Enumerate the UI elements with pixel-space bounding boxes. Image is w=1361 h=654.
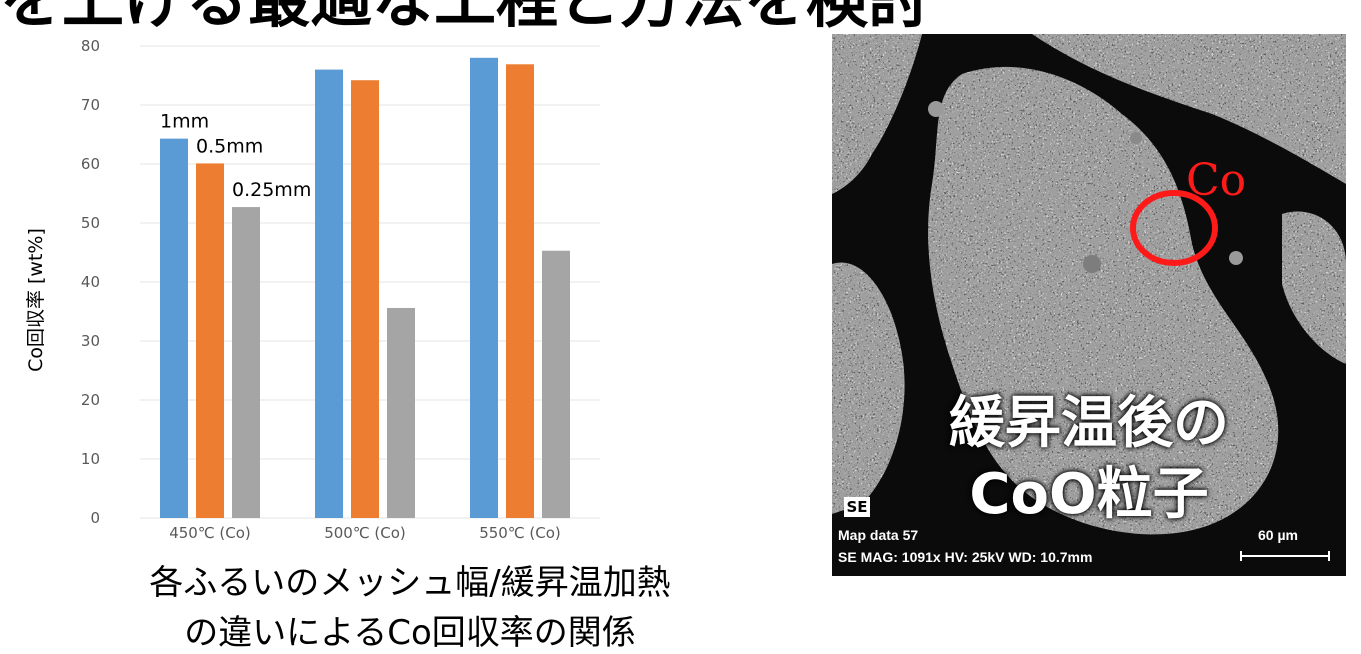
bar-1mm-1 [160,138,188,518]
x-tick-label: 500℃ (Co) [324,524,406,542]
series-label: 0.5mm [196,135,263,157]
sem-info-line2: SE MAG: 1091x HV: 25kV WD: 10.7mm [838,549,1093,565]
sem-overlay-line1: 緩昇温後の [949,391,1229,456]
bar-05mm-1 [196,163,224,518]
x-tick-label: 550℃ (Co) [479,524,561,542]
y-tick-label: 10 [81,450,100,468]
chart-caption-line2: の違いによるCo回収率の関係 [184,613,636,653]
y-axis-label: Co回収率 [wt%] [25,228,47,372]
recovery-rate-chart: 0 10 20 30 40 50 60 70 80 450℃ (Co) 500℃ (Co) 550℃… [25,37,600,542]
y-tick-label: 60 [81,155,100,173]
y-tick-label: 40 [81,273,100,291]
chart-caption-line1: 各ふるいのメッシュ幅/緩昇温加熱 [149,563,671,603]
bar-025mm-3 [542,250,570,519]
bar-1mm-2 [315,69,343,518]
y-tick-label: 20 [81,391,100,409]
sem-micrograph [832,34,1346,576]
sem-image: Co 緩昇温後の CoO粒子 SE Map data 57 SE MAG: 10… [832,34,1346,576]
series-label: 0.25mm [232,179,311,201]
y-tick-label: 80 [81,37,100,55]
bar-025mm-1 [232,207,260,518]
sem-info-line1: Map data 57 [838,527,919,543]
y-tick-label: 30 [81,332,100,350]
x-tick-label: 450℃ (Co) [169,524,251,542]
bar-05mm-2 [351,80,379,518]
co-label: Co [1186,155,1247,206]
bar-05mm-3 [506,64,534,518]
sem-overlay-line2: CoO粒子 [969,462,1209,527]
bar-025mm-2 [387,307,415,518]
series-label: 1mm [160,111,209,133]
y-tick-label: 50 [81,214,100,232]
co-highlight-circle [1130,190,1218,266]
y-tick-label: 70 [81,96,100,114]
scale-bar [1240,551,1330,561]
y-tick-label: 0 [90,509,100,527]
bar-1mm-3 [470,57,498,519]
scale-bar-label: 60 µm [1258,527,1298,543]
detector-logo: SE [844,497,870,517]
page-title: を上げる最適な工程と方法を検討 [0,0,1000,40]
